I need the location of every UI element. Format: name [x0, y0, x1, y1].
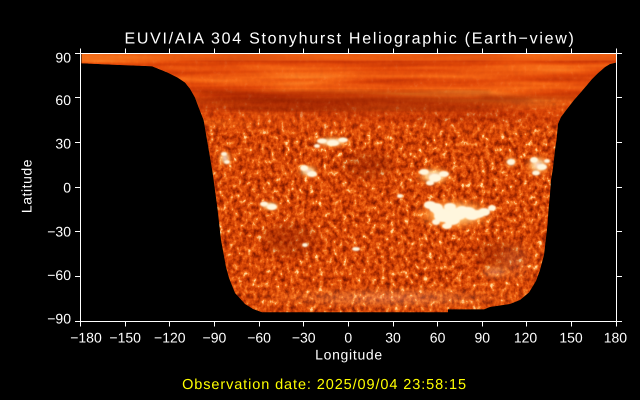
svg-text:−30: −30 — [47, 223, 71, 239]
svg-text:150: 150 — [559, 330, 583, 346]
svg-text:EUVI/AIA 304 Stonyhurst Heliog: EUVI/AIA 304 Stonyhurst Heliographic (Ea… — [124, 31, 575, 48]
svg-text:30: 30 — [385, 330, 401, 346]
svg-text:90: 90 — [55, 49, 71, 65]
svg-text:Latitude: Latitude — [19, 159, 35, 213]
svg-text:30: 30 — [55, 136, 71, 152]
svg-text:90: 90 — [475, 330, 491, 346]
svg-text:−120: −120 — [154, 330, 186, 346]
svg-text:−60: −60 — [247, 330, 271, 346]
svg-text:Longitude: Longitude — [315, 346, 383, 362]
svg-text:−180: −180 — [70, 330, 102, 346]
svg-text:−30: −30 — [292, 330, 316, 346]
svg-text:Observation date: 2025/09/04 2: Observation date: 2025/09/04 23:58:15 — [182, 377, 467, 393]
svg-text:−150: −150 — [109, 330, 141, 346]
svg-text:120: 120 — [514, 330, 538, 346]
svg-text:−60: −60 — [47, 267, 71, 283]
svg-text:0: 0 — [344, 330, 352, 346]
svg-text:180: 180 — [604, 330, 628, 346]
svg-text:60: 60 — [430, 330, 446, 346]
svg-text:−90: −90 — [203, 330, 227, 346]
svg-text:60: 60 — [55, 92, 71, 108]
svg-text:0: 0 — [63, 180, 71, 196]
svg-text:−90: −90 — [47, 310, 71, 326]
